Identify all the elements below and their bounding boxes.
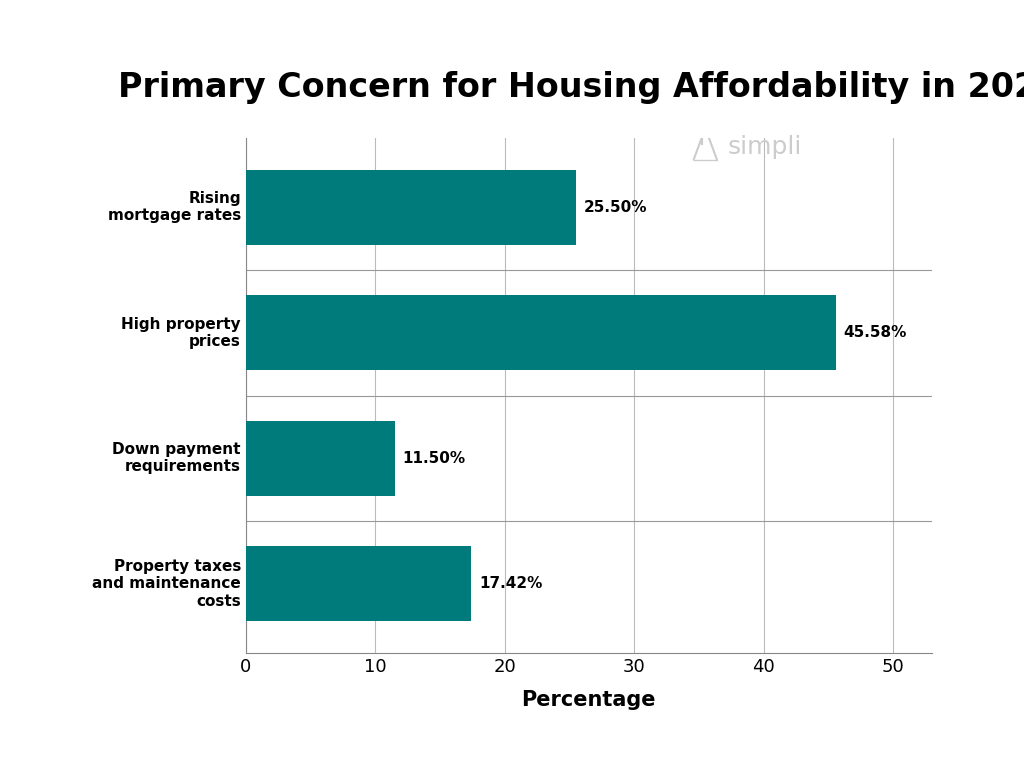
Bar [246,170,575,245]
Bar [246,421,394,496]
Bar [246,546,471,621]
Text: 11.50%: 11.50% [402,451,466,465]
Text: 25.50%: 25.50% [584,200,647,215]
Bar [246,295,836,370]
Title: Primary Concern for Housing Affordability in 2025: Primary Concern for Housing Affordabilit… [118,71,1024,104]
X-axis label: Percentage: Percentage [521,690,656,710]
Text: 17.42%: 17.42% [479,576,543,591]
Text: 45.58%: 45.58% [844,326,907,340]
Text: simpli: simpli [727,135,802,159]
